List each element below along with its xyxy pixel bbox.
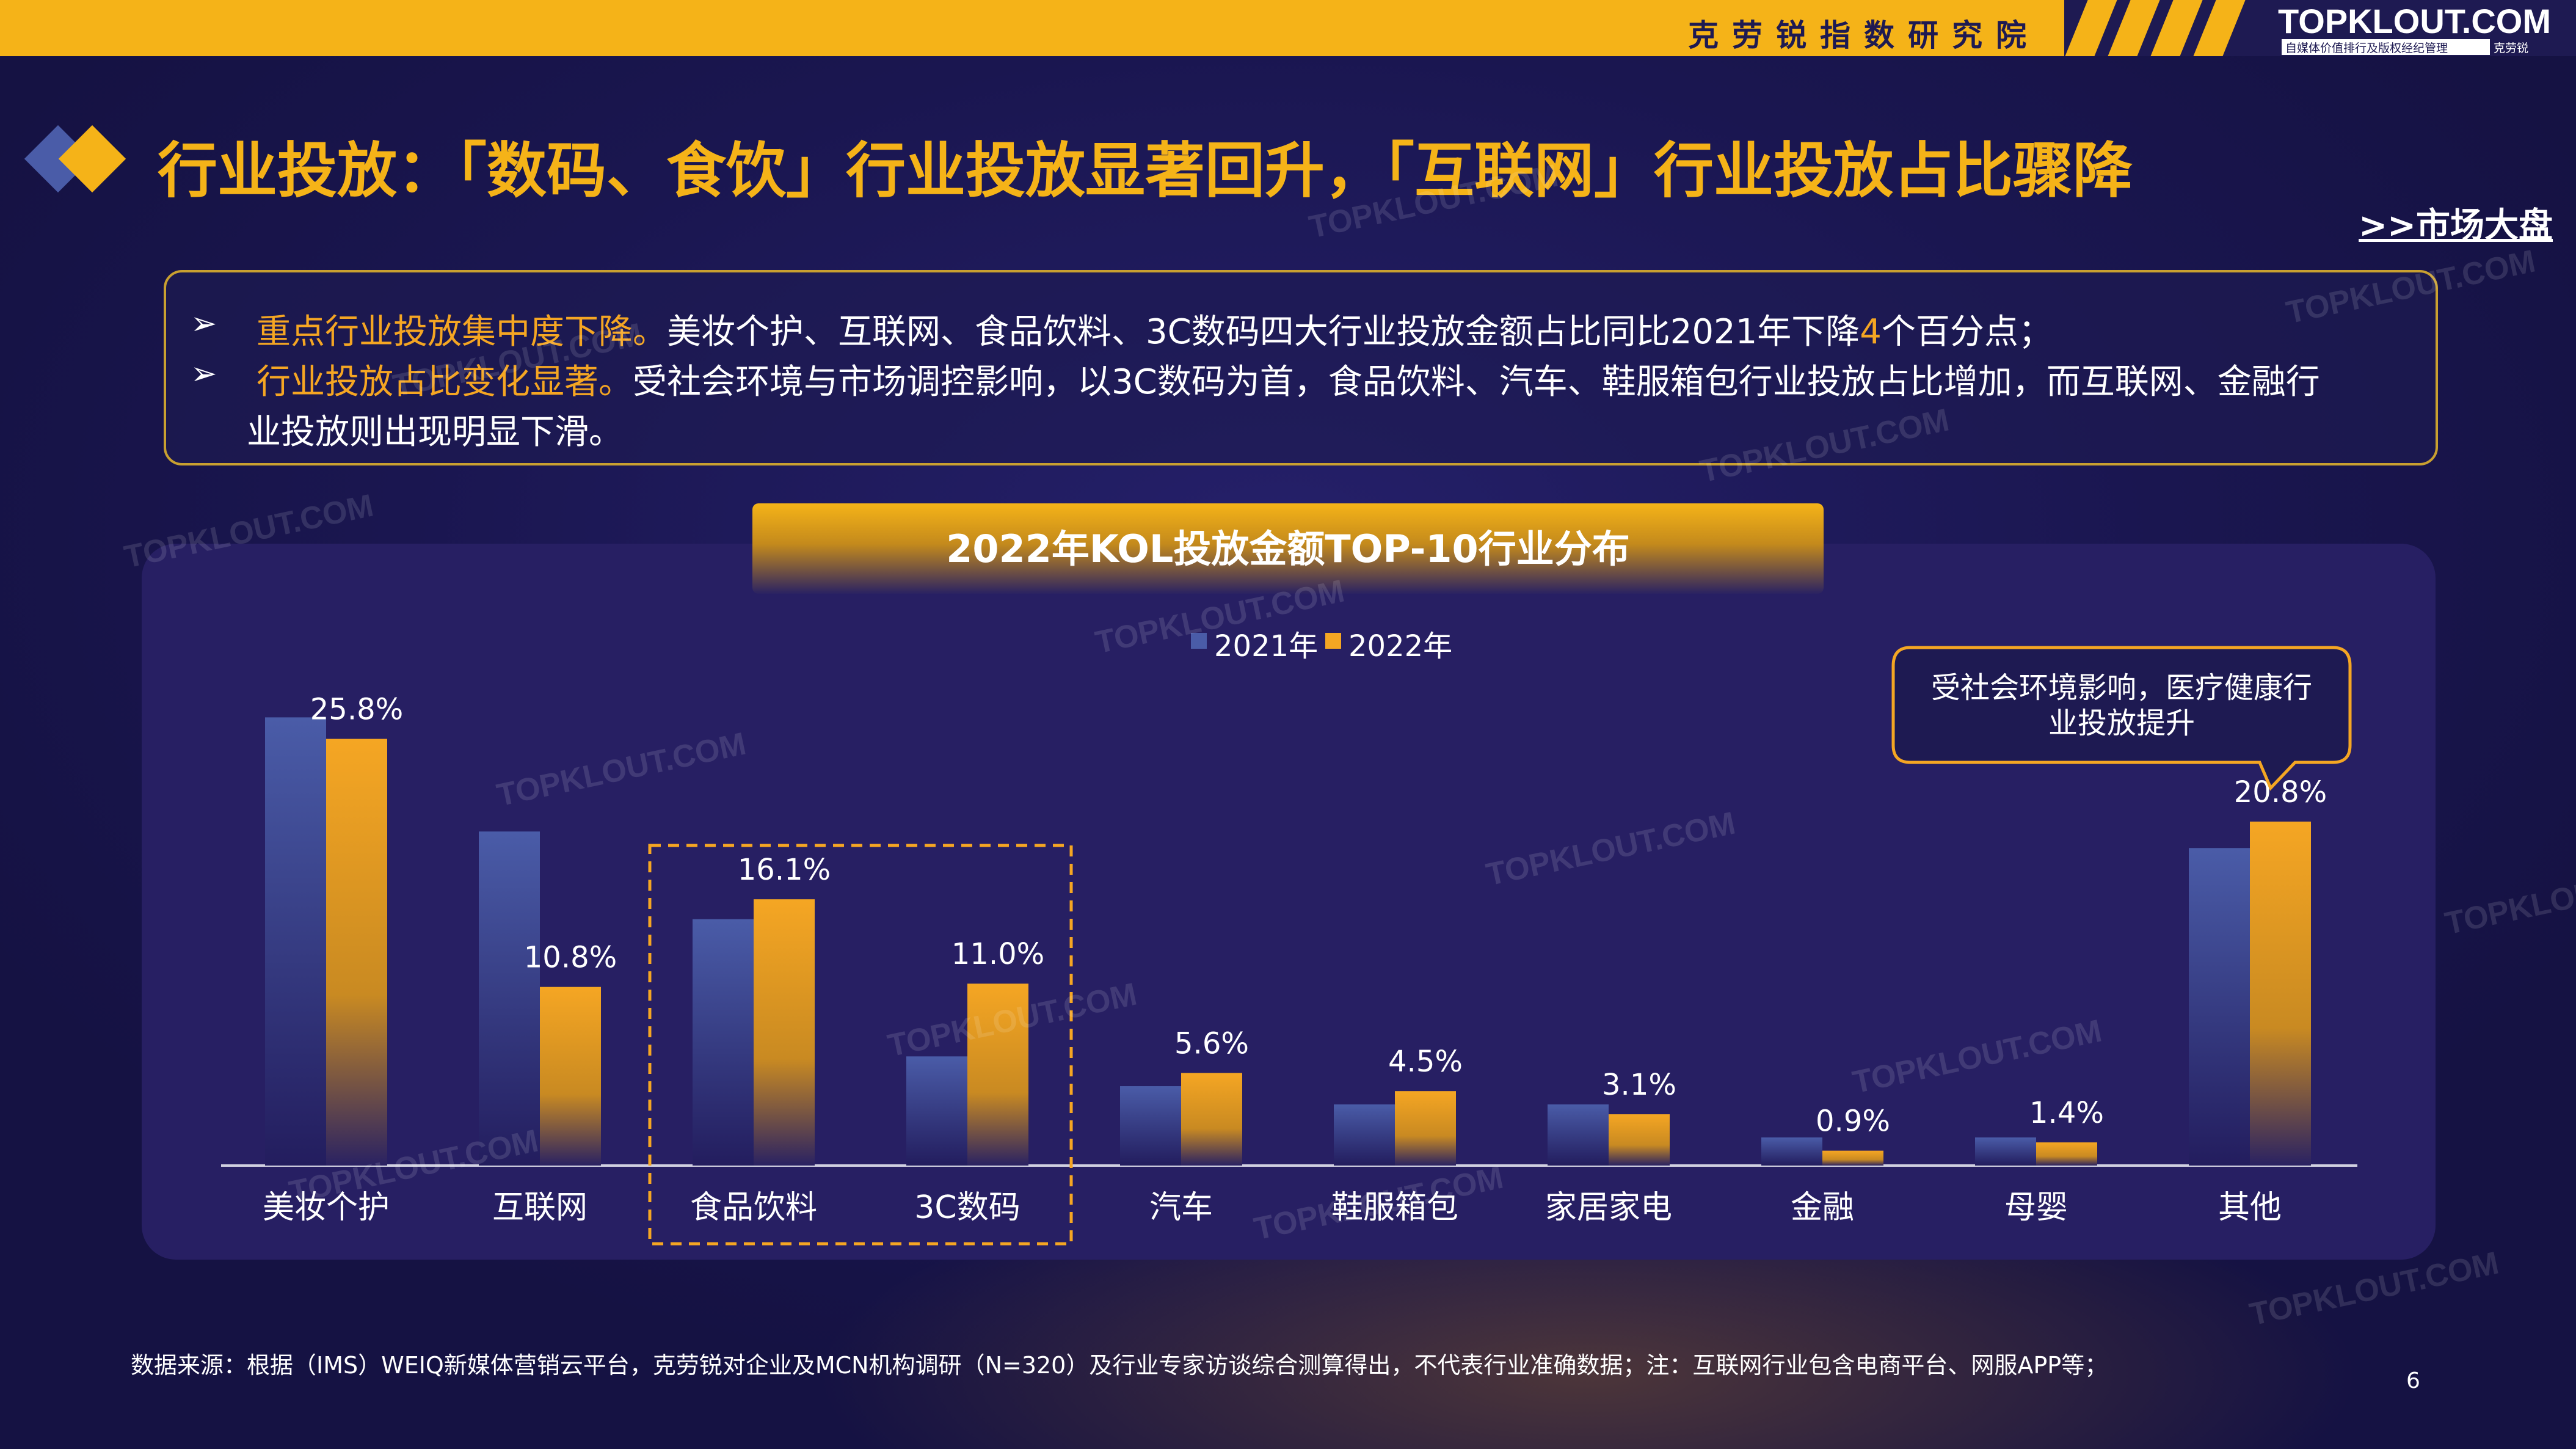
summary-text: 美妆个护、互联网、食品饮料、3C数码四大行业投放金额占比同比2021年下降 [667, 312, 1860, 352]
category-label: 互联网 [492, 1189, 588, 1226]
data-label: 25.8% [310, 693, 403, 727]
data-label: 5.6% [1174, 1026, 1249, 1060]
summary-highlight: 重点行业投放集中度下降。 [257, 312, 667, 352]
bar-2021 [1761, 1137, 1822, 1166]
summary-highlight: 行业投放占比变化显著。 [257, 362, 633, 402]
summary-box [164, 270, 2438, 465]
market-link[interactable]: >>市场大盘 [2359, 206, 2553, 246]
chart-title: 2022年KOL投放金额TOP-10行业分布 [946, 527, 1630, 571]
bar-2022 [754, 899, 815, 1166]
bar-2021 [1975, 1137, 2036, 1166]
data-label: 3.1% [1602, 1068, 1676, 1102]
summary-line-2: 行业投放占比变化显著。受社会环境与市场调控影响，以3C数码为首，食品饮料、汽车、… [257, 354, 2320, 404]
bar-2021 [1334, 1104, 1395, 1166]
brand-cn: 克劳锐 [2489, 39, 2532, 55]
summary-line-1: 重点行业投放集中度下降。美妆个护、互联网、食品饮料、3C数码四大行业投放金额占比… [257, 304, 2053, 354]
bars-group [221, 717, 2357, 1246]
data-label: 10.8% [524, 941, 617, 975]
category-label: 母婴 [2004, 1189, 2068, 1226]
chart-title-bar [752, 503, 1824, 594]
brand-tagline: 自媒体价值排行及版权经纪管理 克劳锐 [2282, 39, 2532, 55]
bar-2021 [479, 831, 540, 1166]
summary-text: 个百分点； [1881, 312, 2053, 352]
bar-2022 [540, 987, 601, 1166]
bar-2022 [1181, 1073, 1242, 1166]
category-label: 汽车 [1149, 1189, 1213, 1226]
bar-2022 [1395, 1091, 1456, 1166]
annotation-text: 受社会环境影响，医疗健康行 [1931, 671, 2312, 705]
data-label: 11.0% [951, 937, 1044, 971]
page-title: 行业投放：「数码、食饮」行业投放显著回升，「互联网」行业投放占比骤降 [158, 136, 2133, 206]
brand-logo: TOPKLOUT.COM [2278, 2, 2551, 40]
bar-2021 [693, 919, 754, 1166]
bar-2021 [1120, 1086, 1181, 1166]
institute-name: 克劳锐指数研究院 [1688, 18, 2040, 53]
bar-2022 [2036, 1142, 2097, 1166]
bar-2022 [326, 739, 387, 1166]
category-label: 3C数码 [914, 1189, 1020, 1226]
data-label: 16.1% [738, 853, 831, 887]
bar-2021 [906, 1056, 967, 1166]
bar-2022 [967, 984, 1028, 1166]
summary-number: 4 [1860, 312, 1882, 352]
annotation-callout [1891, 646, 2352, 791]
category-label: 食品饮料 [690, 1189, 817, 1226]
legend-label: 2022年 [1348, 629, 1452, 663]
legend-swatch [1325, 633, 1341, 649]
category-label: 美妆个护 [263, 1189, 390, 1226]
legend-label: 2021年 [1214, 629, 1318, 663]
bar-2021 [1548, 1104, 1609, 1166]
top-banner [0, 0, 2260, 56]
category-label: 其他 [2218, 1189, 2282, 1226]
summary-text: 受社会环境与市场调控影响，以3C数码为首，食品饮料、汽车、鞋服箱包行业投放占比增… [633, 362, 2320, 402]
bar-2022 [1609, 1114, 1670, 1166]
annotation-text: 业投放提升 [2048, 706, 2195, 740]
page-number: 6 [2406, 1368, 2420, 1393]
footnote: 数据来源：根据（IMS）WEIQ新媒体营销云平台，克劳锐对企业及MCN机构调研（… [131, 1352, 2108, 1379]
highlight-box [648, 844, 1073, 1246]
category-label: 鞋服箱包 [1331, 1189, 1458, 1226]
legend-swatch [1191, 633, 1207, 649]
brand-tagline-text: 自媒体价值排行及版权经纪管理 [2285, 42, 2448, 55]
bar-2021 [265, 717, 326, 1166]
bar-2021 [2189, 848, 2250, 1166]
summary-line-3: 业投放则出现明显下滑。 [247, 412, 623, 452]
bar-2022 [2250, 821, 2311, 1166]
category-label: 家居家电 [1545, 1189, 1672, 1226]
bullet-arrow-icon: ➢ [191, 305, 217, 342]
data-label: 20.8% [2234, 775, 2327, 809]
labels-group: 25.8% 美妆个护 10.8% 互联网 16.1% 食品饮料 11.0% 3C数码 5.6% 汽… [263, 629, 2352, 1226]
bar-2022 [1822, 1150, 1883, 1166]
category-label: 金融 [1791, 1189, 1854, 1226]
data-label: 4.5% [1388, 1045, 1463, 1079]
bullet-arrow-icon: ➢ [191, 356, 217, 392]
data-label: 0.9% [1816, 1104, 1890, 1139]
data-label: 1.4% [2029, 1096, 2104, 1130]
